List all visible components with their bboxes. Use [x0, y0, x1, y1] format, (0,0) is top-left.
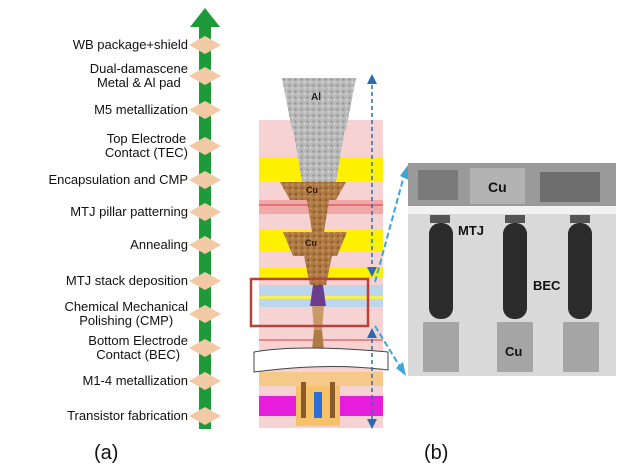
flow-step-label: MTJ pillar patterning — [70, 205, 188, 219]
flow-step-marker — [189, 272, 221, 290]
flow-step-marker — [189, 203, 221, 221]
dashed-arrow-top-up — [367, 74, 377, 84]
flow-arrow-head — [190, 8, 220, 27]
flow-step-line: Dual-damascene — [89, 61, 188, 76]
flow-step-label: MTJ stack deposition — [66, 274, 188, 288]
dashed-arrow-top-down — [367, 267, 377, 277]
flow-step-line: MTJ pillar patterning — [70, 204, 188, 219]
flow-step-marker — [189, 407, 221, 425]
drain-contact — [330, 382, 335, 418]
flow-step-line: Contact (BEC) — [96, 347, 181, 362]
al-pad — [282, 78, 356, 158]
flow-step-label: M1-4 metallization — [83, 374, 189, 388]
flow-step-label: Chemical Mechanical Polishing (CMP) — [64, 300, 188, 328]
flow-step-marker — [189, 372, 221, 390]
flow-step-label: Top Electrode Contact (TEC) — [105, 132, 188, 160]
break-band — [253, 347, 389, 373]
flow-step-marker — [189, 137, 221, 155]
flow-step-line: Contact (TEC) — [104, 145, 188, 160]
flow-step-line: Metal & Al pad — [96, 75, 181, 90]
cu-top — [280, 182, 346, 200]
flow-step-label: M5 metallization — [94, 103, 188, 117]
orange-layer — [259, 372, 383, 386]
cu-mid — [283, 232, 347, 256]
flow-step-marker — [189, 67, 221, 85]
mtj-pillar — [310, 285, 326, 306]
flow-step-label: Transistor fabrication — [67, 409, 188, 423]
flow-step-label: Encapsulation and CMP — [49, 173, 188, 187]
al-label: Al — [311, 92, 321, 103]
flow-step-line: Annealing — [130, 237, 188, 252]
flow-step-line: Polishing (CMP) — [79, 313, 174, 328]
flow-step-line: Encapsulation and CMP — [48, 172, 188, 187]
zoom-arrow-bottom-head — [396, 362, 406, 376]
flow-step-line: Transistor fabrication — [67, 408, 188, 423]
al-via — [293, 128, 345, 182]
cu-mid-label: Cu — [305, 238, 317, 248]
flow-step-marker — [189, 305, 221, 323]
cu-top-via — [307, 200, 329, 232]
lower-contact — [312, 330, 324, 350]
flow-step-marker — [189, 236, 221, 254]
tem-bec-label: BEC — [533, 278, 561, 293]
flow-arrow-shaft — [199, 26, 211, 429]
flow-step-label: WB package+shield — [73, 38, 188, 52]
tem-image — [408, 163, 616, 376]
zoom-arrow-top-head — [400, 165, 409, 180]
flow-step-line: Bottom Electrode — [88, 333, 188, 348]
flow-step-marker — [189, 36, 221, 54]
flow-step-line: MTJ stack deposition — [65, 273, 188, 288]
bec-contact — [312, 306, 324, 330]
flow-step-label: Bottom Electrode Contact (BEC) — [88, 334, 188, 362]
flow-step-line: M5 metallization — [94, 102, 188, 117]
highlight-box — [249, 277, 370, 328]
dashed-arrow-bottom-down — [367, 419, 377, 429]
zoom-arrow-top — [374, 171, 406, 283]
flow-step-line: M1-4 metallization — [82, 373, 189, 388]
gate-contact — [314, 392, 322, 418]
flow-step-label: Dual-damascene Metal & Al pad — [90, 62, 188, 90]
flow-step-line: WB package+shield — [72, 37, 188, 52]
source-contact — [301, 382, 306, 418]
flow-step-marker — [189, 339, 221, 357]
panel-label-a: (a) — [94, 442, 119, 464]
tem-cu-bottom-label: Cu — [505, 344, 522, 359]
flow-step-line: Chemical Mechanical — [64, 299, 188, 314]
panel-label-b: (b) — [424, 442, 449, 464]
flow-step-label: Annealing — [130, 238, 188, 252]
cu-top-label: Cu — [306, 185, 318, 195]
dashed-arrow-bottom-up — [367, 328, 377, 338]
tem-mtj-label: MTJ — [458, 223, 484, 238]
flow-step-line: Top Electrode — [106, 131, 187, 146]
flow-step-marker — [189, 171, 221, 189]
flow-step-marker — [189, 101, 221, 119]
tem-cu-top-label: Cu — [488, 179, 507, 195]
